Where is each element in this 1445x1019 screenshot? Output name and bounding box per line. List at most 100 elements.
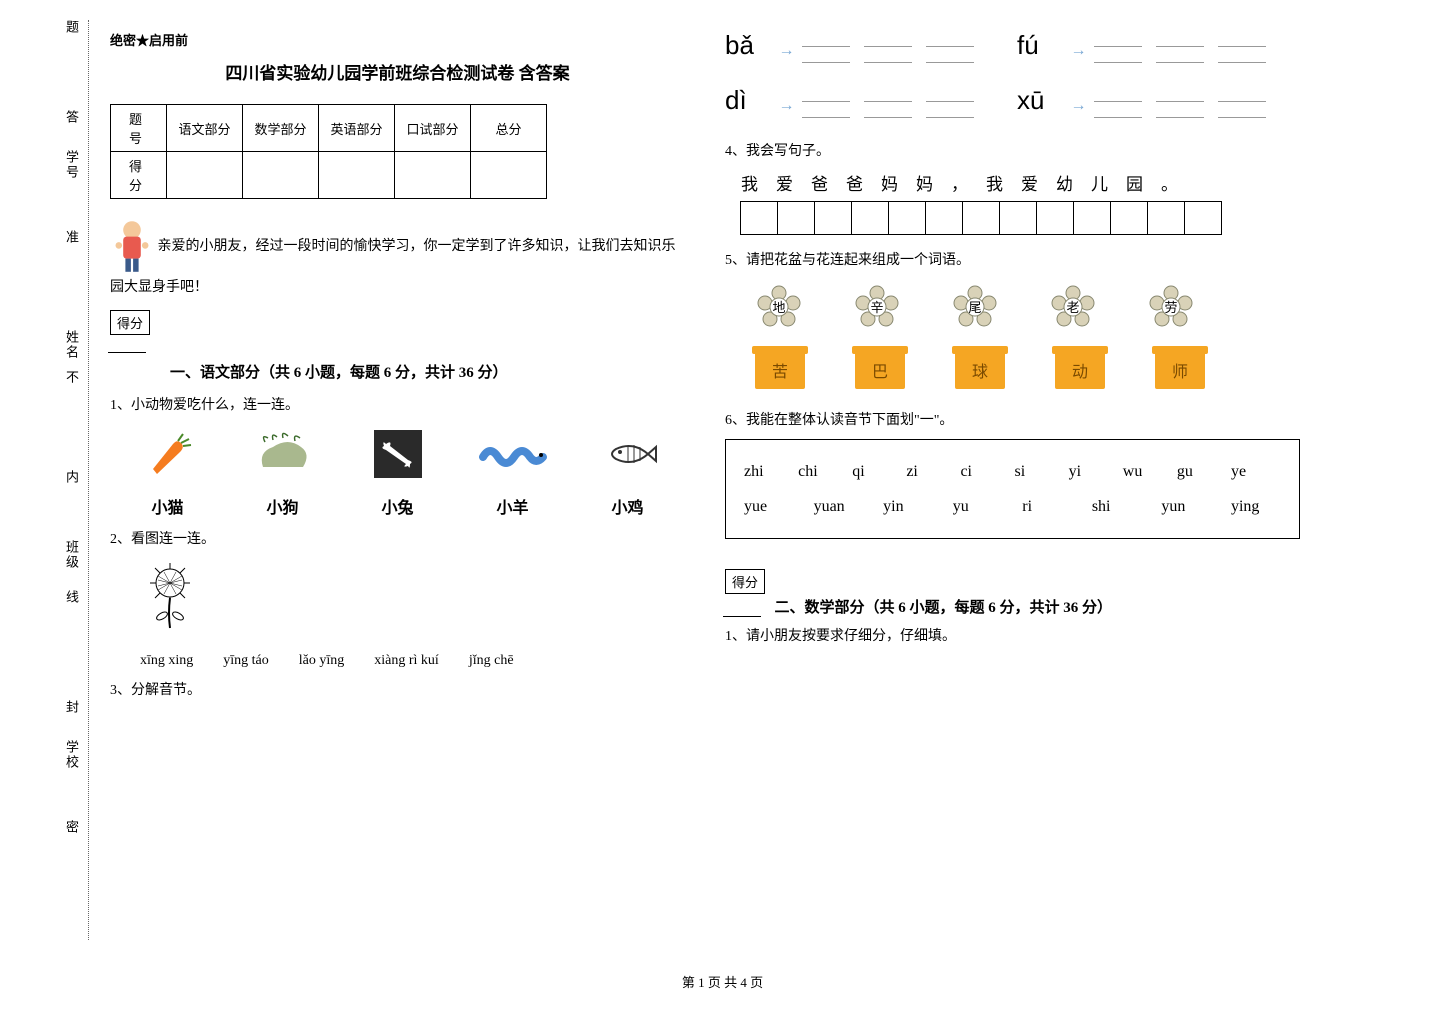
score-col-0: 语文部分 bbox=[167, 105, 243, 152]
score-box-wrap-2: 得分 二、数学部分（共 6 小题，每题 6 分，共计 36 分） bbox=[725, 569, 1300, 617]
flower-1: 辛 bbox=[853, 283, 901, 331]
pinyin-di: dì bbox=[725, 85, 775, 116]
pinyin-2: lǎo yīng bbox=[299, 653, 345, 669]
food-icons-row bbox=[110, 424, 685, 484]
flowers-row: 地 辛 尾 老 劳 bbox=[725, 283, 1300, 331]
score-box-label-2: 得分 bbox=[725, 569, 765, 594]
question-3: 3、分解音节。 bbox=[110, 679, 685, 699]
question-1: 1、小动物爱吃什么，连一连。 bbox=[110, 394, 685, 414]
page-content: 绝密★启用前 四川省实验幼儿园学前班综合检测试卷 含答案 题号 语文部分 数学部… bbox=[110, 30, 1410, 709]
margin-l12: 答 bbox=[62, 110, 81, 125]
worm-icon bbox=[455, 424, 570, 484]
q2-pinyin-row: xīng xing yīng táo lǎo yīng xiàng rì kuí… bbox=[110, 653, 685, 669]
score-col-3: 口试部分 bbox=[395, 105, 471, 152]
blank-grid bbox=[798, 90, 978, 122]
margin-l4: 不 bbox=[62, 370, 81, 385]
arrow-icon: → bbox=[779, 97, 795, 114]
flower-3: 老 bbox=[1049, 283, 1097, 331]
syllables-row2: yueyuan yinyu rishi yunying bbox=[744, 489, 1281, 524]
flower-2: 尾 bbox=[951, 283, 999, 331]
section1-title: 一、语文部分（共 6 小题，每题 6 分，共计 36 分） bbox=[110, 361, 685, 382]
char-7: 我 bbox=[986, 170, 1003, 195]
blank-grid bbox=[798, 35, 978, 67]
sentence-chars: 我 爱 爸 爸 妈 妈 ， 我 爱 幼 儿 园 。 bbox=[725, 170, 1300, 195]
fish-icon bbox=[570, 424, 685, 484]
paper-title: 四川省实验幼儿园学前班综合检测试卷 含答案 bbox=[110, 59, 685, 84]
flower-4: 劳 bbox=[1147, 283, 1195, 331]
char-12: 。 bbox=[1161, 170, 1178, 195]
svg-text:老: 老 bbox=[1066, 300, 1079, 315]
question-4: 4、我会写句子。 bbox=[725, 140, 1300, 160]
margin-l8: 封 bbox=[62, 700, 81, 715]
margin-l11: 题 bbox=[62, 20, 81, 35]
confidential-header: 绝密★启用前 bbox=[110, 30, 685, 49]
pot-0: 苦 bbox=[755, 351, 805, 389]
char-9: 幼 bbox=[1056, 170, 1073, 195]
arrow-icon: → bbox=[1071, 42, 1087, 59]
animal-labels-row: 小猫 小狗 小兔 小羊 小鸡 bbox=[110, 494, 685, 518]
score-col-1: 数学部分 bbox=[243, 105, 319, 152]
pinyin-1: yīng táo bbox=[223, 653, 269, 669]
char-11: 园 bbox=[1126, 170, 1143, 195]
binding-dotted-line bbox=[88, 20, 90, 940]
char-5: 妈 bbox=[916, 170, 933, 195]
question-2: 2、看图连一连。 bbox=[110, 528, 685, 548]
char-0: 我 bbox=[741, 170, 758, 195]
child-icon bbox=[110, 219, 154, 275]
arrow-icon: → bbox=[1071, 97, 1087, 114]
sunflower-icon bbox=[110, 558, 685, 643]
svg-text:辛: 辛 bbox=[870, 300, 883, 315]
arrow-icon: → bbox=[779, 42, 795, 59]
pinyin-xu: xū bbox=[1017, 85, 1067, 116]
right-column: bǎ → fú → dì → bbox=[725, 30, 1300, 709]
score-row2-label: 得分 bbox=[111, 152, 167, 199]
page-footer: 第 1 页 共 4 页 bbox=[0, 972, 1445, 991]
margin-l6: 班级 bbox=[62, 540, 81, 570]
margin-l3: 姓名 bbox=[62, 330, 81, 360]
margin-l10: 密 bbox=[62, 820, 81, 835]
score-underline bbox=[108, 352, 146, 353]
blank-grid bbox=[1090, 35, 1270, 67]
margin-l7: 线 bbox=[62, 590, 81, 605]
pots-row: 苦 巴 球 动 师 bbox=[725, 351, 1300, 389]
margin-l2: 准 bbox=[62, 230, 81, 245]
animal-4: 小鸡 bbox=[570, 494, 685, 518]
char-6: ， bbox=[951, 170, 968, 195]
score-table: 题号 语文部分 数学部分 英语部分 口试部分 总分 得分 bbox=[110, 104, 547, 199]
score-underline-2 bbox=[723, 616, 761, 617]
flower-0: 地 bbox=[755, 283, 803, 331]
pinyin-fu: fú bbox=[1017, 30, 1067, 61]
intro-text: 亲爱的小朋友，经过一段时间的愉快学习，你一定学到了许多知识，让我们去知识乐园大显… bbox=[110, 219, 685, 300]
score-row1-label: 题号 bbox=[111, 105, 167, 152]
score-box-wrap: 得分 bbox=[110, 310, 685, 353]
carrot-icon bbox=[110, 424, 225, 484]
char-2: 爸 bbox=[811, 170, 828, 195]
sentence-boxes bbox=[725, 201, 1300, 235]
pot-3: 动 bbox=[1055, 351, 1105, 389]
svg-text:劳: 劳 bbox=[1164, 300, 1177, 315]
margin-labels: 题 答 学号 准 姓名 不 内 班级 线 封 学校 密 bbox=[62, 20, 82, 920]
char-10: 儿 bbox=[1091, 170, 1108, 195]
animal-2: 小兔 bbox=[340, 494, 455, 518]
pinyin-4: jǐng chē bbox=[469, 653, 514, 669]
pot-2: 球 bbox=[955, 351, 1005, 389]
char-3: 爸 bbox=[846, 170, 863, 195]
char-1: 爱 bbox=[776, 170, 793, 195]
score-col-2: 英语部分 bbox=[319, 105, 395, 152]
blank-grid bbox=[1090, 90, 1270, 122]
margin-l1: 学号 bbox=[62, 150, 81, 180]
margin-l5: 内 bbox=[62, 470, 81, 485]
rock-icon bbox=[225, 424, 340, 484]
question-6: 6、我能在整体认读音节下面划"一"。 bbox=[725, 409, 1300, 429]
pot-1: 巴 bbox=[855, 351, 905, 389]
syllable-box: zhichi qizi cisi yiwu guye yueyuan yinyu… bbox=[725, 439, 1300, 539]
char-4: 妈 bbox=[881, 170, 898, 195]
question-5: 5、请把花盆与花连起来组成一个词语。 bbox=[725, 249, 1300, 269]
svg-text:地: 地 bbox=[772, 300, 785, 315]
pinyin-0: xīng xing bbox=[140, 653, 193, 669]
animal-1: 小狗 bbox=[225, 494, 340, 518]
animal-3: 小羊 bbox=[455, 494, 570, 518]
left-column: 绝密★启用前 四川省实验幼儿园学前班综合检测试卷 含答案 题号 语文部分 数学部… bbox=[110, 30, 685, 709]
math-q1: 1、请小朋友按要求仔细分，仔细填。 bbox=[725, 625, 1300, 645]
bone-icon bbox=[340, 424, 455, 484]
